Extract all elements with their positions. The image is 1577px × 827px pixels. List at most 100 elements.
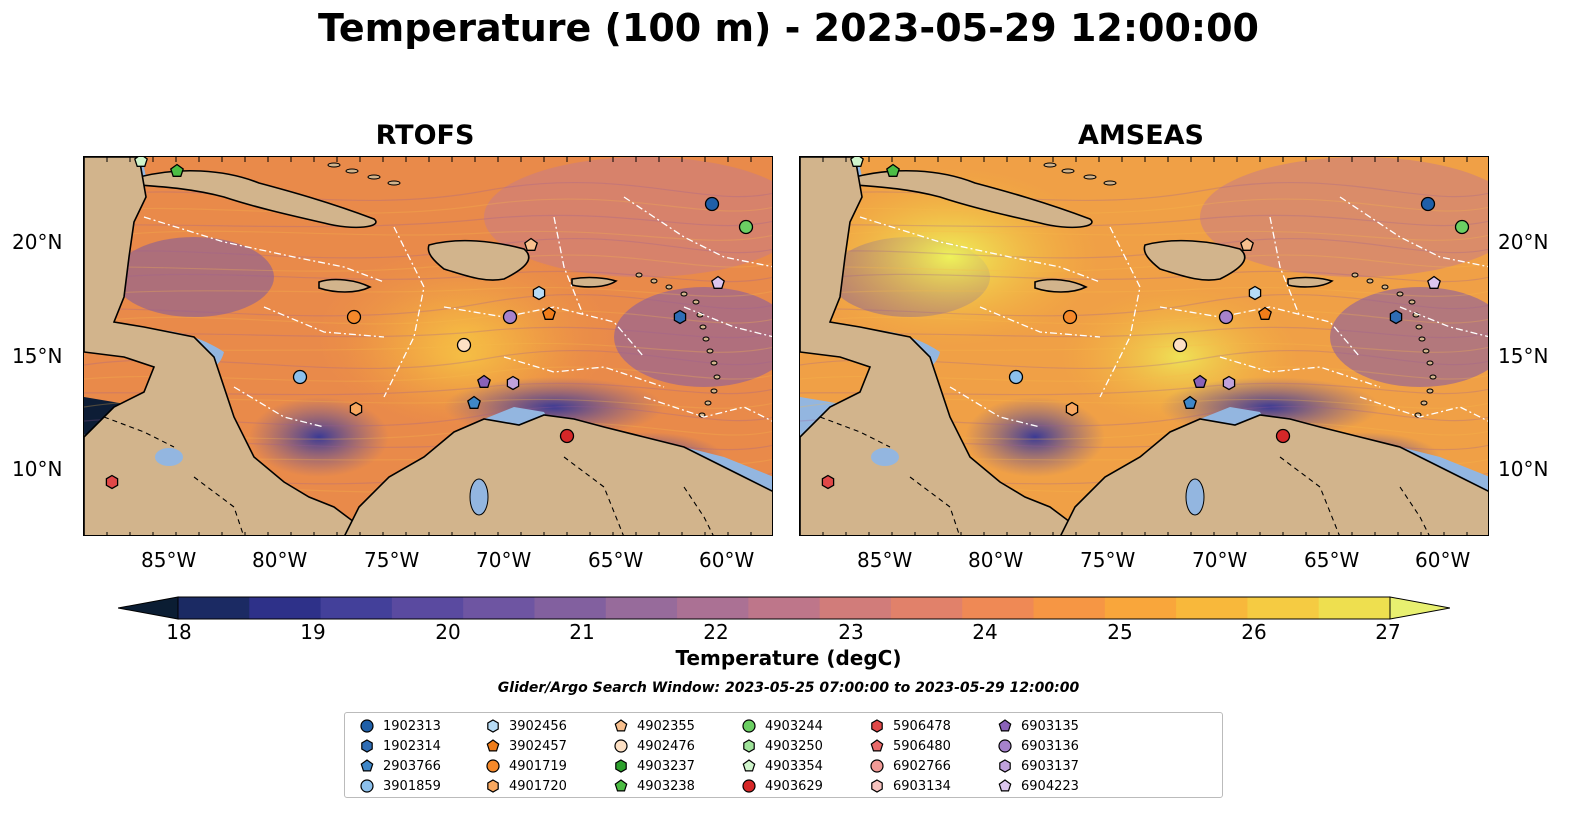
swirl-texture <box>800 182 1488 202</box>
platform-marker-4901719[interactable] <box>346 309 362 325</box>
island <box>1415 324 1423 330</box>
eez-boundary <box>503 356 665 388</box>
platform-marker-3902456[interactable] <box>1248 285 1262 301</box>
platform-marker-6903136[interactable] <box>502 309 518 325</box>
colorbar-segment <box>890 597 963 619</box>
eez-boundary <box>1339 196 1488 268</box>
platform-marker-1902313[interactable] <box>704 196 720 212</box>
lake <box>155 448 183 466</box>
country-border <box>909 476 960 535</box>
platform-legend: 1902313 1902314 2903766 3901859 3902456 39024… <box>344 712 1223 798</box>
legend-item-6902766: 6902766 <box>869 757 951 775</box>
platform-marker-3902456[interactable] <box>532 285 546 301</box>
island <box>710 360 718 366</box>
platform-marker-3901859[interactable] <box>292 369 308 385</box>
legend-label: 1902314 <box>383 738 441 754</box>
platform-marker-1902314[interactable] <box>673 309 687 325</box>
lon-label-60w-right: 60°W <box>1415 548 1471 572</box>
platform-marker-6903135[interactable] <box>1193 374 1207 388</box>
land-mass <box>84 157 382 535</box>
colorbar-tick-27: 27 <box>1375 620 1401 644</box>
platform-marker-4902355[interactable] <box>524 237 538 251</box>
hexagon-marker-icon <box>361 739 373 753</box>
platform-marker-4903354[interactable] <box>850 157 864 167</box>
lon-label-80w-right: 80°W <box>968 548 1024 572</box>
legend-item-6903136: 6903136 <box>997 737 1079 755</box>
swirl-texture <box>800 230 1488 241</box>
country-border <box>1399 486 1430 535</box>
platform-marker-4903244[interactable] <box>738 219 754 235</box>
temperature-patch <box>484 157 772 277</box>
legend-item-6903137: 6903137 <box>997 757 1079 775</box>
map-panel-rtofs[interactable] <box>83 156 773 536</box>
platform-marker-4902476[interactable] <box>456 337 472 353</box>
island <box>702 336 710 342</box>
swirl-texture <box>84 182 772 202</box>
platform-marker-4901720[interactable] <box>349 401 363 417</box>
hexagon-marker-icon <box>487 719 499 733</box>
platform-marker-6903135[interactable] <box>477 374 491 388</box>
platform-marker-6903137[interactable] <box>1222 375 1236 391</box>
platform-marker-6903136[interactable] <box>1218 309 1234 325</box>
platform-marker-3902457[interactable] <box>542 306 556 320</box>
platform-marker-4903629[interactable] <box>1275 428 1291 444</box>
swirl-texture <box>800 294 1488 317</box>
map-panel-amseas[interactable] <box>799 156 1489 536</box>
colorbar-tick-23: 23 <box>838 620 864 644</box>
platform-marker-4902476[interactable] <box>1172 337 1188 353</box>
eez-boundary <box>683 306 772 338</box>
platform-marker-3901859[interactable] <box>1008 369 1024 385</box>
island <box>1426 388 1434 394</box>
platform-marker-4903244[interactable] <box>1454 219 1470 235</box>
platform-marker-4902355[interactable] <box>1240 237 1254 251</box>
colorbar-segment <box>1318 597 1391 619</box>
island <box>665 284 673 290</box>
platform-marker-3902457[interactable] <box>1258 306 1272 320</box>
platform-marker-1902313[interactable] <box>1420 196 1436 212</box>
lat-label-15n-left: 15°N <box>12 344 63 368</box>
island <box>1366 278 1374 284</box>
colorbar-segment <box>1033 597 1106 619</box>
eez-boundary <box>233 386 325 428</box>
platform-marker-6903137[interactable] <box>506 375 520 391</box>
island <box>1043 162 1057 168</box>
platform-marker-4903238[interactable] <box>886 163 900 177</box>
platform-marker-1902314[interactable] <box>1389 309 1403 325</box>
legend-item-3902457: 3902457 <box>485 737 567 755</box>
circle-marker-icon <box>614 739 628 753</box>
eez-boundary <box>949 386 1041 428</box>
circle-marker-icon <box>360 779 374 793</box>
legend-item-4901720: 4901720 <box>485 777 567 795</box>
eez-boundary <box>1359 396 1488 422</box>
pentagon-marker-icon <box>998 719 1012 732</box>
platform-marker-2903766[interactable] <box>467 395 481 409</box>
platform-marker-5906478[interactable] <box>105 474 119 490</box>
platform-marker-6904223[interactable] <box>1427 275 1441 289</box>
eez-boundary <box>443 306 645 358</box>
platform-marker-4901719[interactable] <box>1062 309 1078 325</box>
lat-label-20n-right: 20°N <box>1498 230 1549 254</box>
colorbar-tick-25: 25 <box>1107 620 1133 644</box>
swirl-texture <box>84 310 772 325</box>
eez-boundary <box>1099 226 1141 398</box>
platform-marker-4903354[interactable] <box>134 157 148 167</box>
lake <box>469 478 489 516</box>
platform-marker-4903629[interactable] <box>559 428 575 444</box>
platform-marker-2903766[interactable] <box>1183 395 1197 409</box>
island <box>1083 174 1097 180</box>
temperature-patch <box>114 237 274 317</box>
colorbar-segment <box>534 597 607 619</box>
temperature-patch <box>1330 287 1488 387</box>
land-mass <box>571 276 618 288</box>
land-mass <box>854 169 1093 229</box>
land-mass <box>138 169 377 229</box>
land-mass <box>800 157 1098 535</box>
legend-label: 4901720 <box>509 778 567 794</box>
eez-boundary <box>553 216 585 318</box>
lake <box>871 448 899 466</box>
pentagon-marker-icon <box>998 779 1012 792</box>
platform-marker-6904223[interactable] <box>711 275 725 289</box>
platform-marker-4901720[interactable] <box>1065 401 1079 417</box>
platform-marker-4903238[interactable] <box>170 163 184 177</box>
platform-marker-5906478[interactable] <box>821 474 835 490</box>
